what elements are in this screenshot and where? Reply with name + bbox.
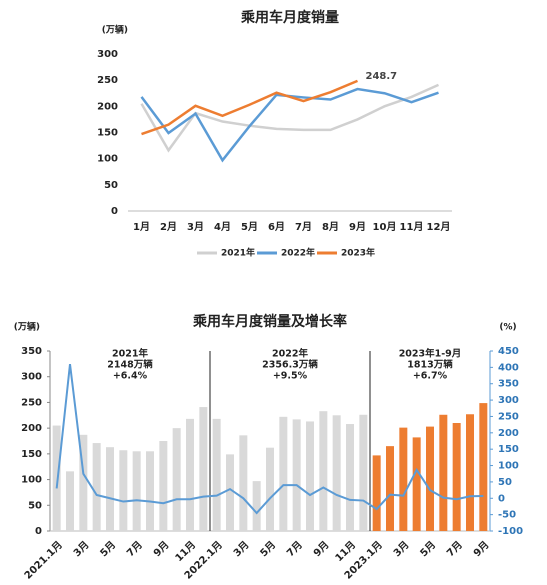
y2-tick-label: 200 (498, 428, 519, 439)
y2-tick-label: 0 (498, 493, 505, 504)
bar (252, 481, 261, 531)
y-tick-label: 50 (28, 500, 42, 511)
y2-tick-label: 450 (498, 346, 519, 357)
x-tick-label: 4月 (214, 221, 231, 233)
x-tick-label: 11月 (400, 221, 424, 233)
x-tick-label: 1月 (133, 221, 150, 233)
annotation: +6.4% (113, 371, 148, 382)
annotation: 2022年 (272, 348, 308, 360)
annotation: 2023年1-9月 (399, 348, 462, 360)
y-tick-label: 350 (21, 346, 42, 357)
y-tick-label: 300 (97, 49, 118, 60)
chart-title: 乘用车月度销量及增长率 (192, 313, 347, 330)
x-tick-label: 8月 (322, 221, 339, 233)
y-unit: (万辆) (14, 321, 40, 333)
annotation: 1813万辆 (407, 359, 453, 371)
bar (372, 455, 381, 531)
y2-tick-label: 300 (498, 395, 519, 406)
y-tick-label: 200 (21, 423, 42, 434)
x-tick-label: 7月 (295, 221, 312, 233)
bar (239, 435, 248, 531)
y-tick-label: 100 (21, 475, 42, 486)
bar (119, 450, 128, 531)
annotation: 2148万辆 (107, 359, 153, 371)
bar (466, 414, 474, 531)
bar (172, 428, 181, 531)
bar (266, 447, 274, 531)
bar (106, 447, 114, 531)
y-tick-label: 0 (111, 206, 118, 217)
x-tick-label: 12月 (427, 221, 451, 233)
y-unit: (万辆) (102, 24, 128, 36)
bar (52, 425, 61, 531)
bar (359, 414, 368, 531)
bar (412, 437, 421, 531)
y-tick-label: 250 (21, 397, 42, 408)
y-tick-label: 150 (21, 449, 42, 460)
legend-label: 2022年 (281, 247, 315, 259)
x-tick-label: 10月 (373, 221, 397, 233)
bar (186, 418, 194, 531)
y2-tick-label: 350 (498, 379, 519, 390)
bar (346, 424, 354, 531)
bar (212, 418, 221, 531)
bar (199, 407, 208, 531)
bar (439, 414, 448, 531)
bar (452, 423, 461, 531)
x-tick-label: 2月 (160, 221, 177, 233)
y2-tick-label: 100 (498, 461, 519, 472)
y-tick-label: 50 (104, 180, 118, 191)
legend-label: 2023年 (341, 247, 375, 259)
bar (79, 434, 88, 531)
x-tick-label: 9月 (349, 221, 366, 233)
y2-tick-label: 150 (498, 444, 519, 455)
y2-tick-label: 50 (498, 477, 512, 488)
bar (92, 443, 101, 531)
bar (292, 419, 301, 531)
y-tick-label: 150 (97, 128, 118, 139)
annotation: 2021年 (112, 348, 148, 360)
bar (306, 421, 314, 531)
y2-tick-label: 250 (498, 411, 519, 422)
y-tick-label: 250 (97, 75, 118, 86)
bar (332, 415, 341, 531)
legend-label: 2021年 (221, 247, 255, 259)
y-tick-label: 300 (21, 372, 42, 383)
bar (159, 441, 168, 531)
annotation: 2356.3万辆 (262, 359, 318, 371)
bar (399, 427, 408, 531)
bar (426, 426, 434, 531)
bar (66, 471, 74, 531)
bar (132, 451, 141, 531)
bar (279, 416, 288, 531)
x-tick-label: 6月 (268, 221, 285, 233)
y2-unit: (%) (499, 323, 516, 333)
value-label: 248.7 (366, 71, 398, 82)
bar (146, 451, 154, 531)
line (140, 83, 440, 153)
y2-tick-label: -100 (498, 526, 523, 537)
chart-title: 乘用车月度销量 (240, 9, 339, 26)
line (55, 363, 484, 515)
bar (319, 411, 328, 531)
bar (386, 446, 394, 531)
bar (479, 403, 488, 531)
y2-tick-label: -50 (498, 510, 516, 521)
x-tick-label: 3月 (187, 221, 204, 233)
line (141, 79, 358, 136)
y-tick-label: 0 (35, 526, 42, 537)
annotation: +6.7% (413, 371, 448, 382)
x-tick-label: 5月 (241, 221, 258, 233)
y2-tick-label: 400 (498, 362, 519, 373)
y-tick-label: 200 (97, 101, 118, 112)
y-tick-label: 100 (97, 154, 118, 165)
bar (226, 454, 234, 531)
annotation: +9.5% (273, 371, 308, 382)
